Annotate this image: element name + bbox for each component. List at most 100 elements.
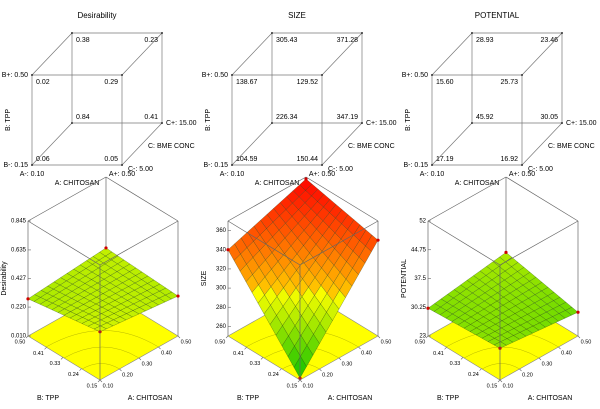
y-tick-label: 0.15	[87, 383, 98, 389]
cube-value: 25.73	[500, 79, 518, 86]
x-tick-label: 0.10	[103, 383, 114, 389]
x-tick	[499, 379, 503, 383]
box-edge	[299, 220, 379, 266]
y-tick-label: 0.41	[33, 351, 44, 357]
y-high-label: B+: 0.50	[2, 72, 28, 79]
x-tick	[119, 368, 122, 372]
x-tick	[358, 346, 361, 350]
cube-edge	[431, 122, 473, 166]
x-tick	[99, 379, 103, 383]
x-high-label: A+: 0.50	[309, 171, 335, 178]
x-tick	[138, 357, 142, 361]
cube-point	[361, 122, 363, 124]
z-low-label: C-: 5.00	[328, 166, 353, 173]
cube-point	[471, 32, 473, 34]
y-tick-label: 0.50	[215, 339, 226, 345]
box-edge	[99, 220, 179, 266]
cube-value: 371.28	[337, 37, 359, 44]
cube-value: 16.92	[500, 156, 518, 163]
x-axis-label: A: CHITOSAN	[455, 180, 500, 187]
x-low-label: A-: 0.10	[420, 171, 445, 178]
cube-value: 0.41	[144, 114, 158, 121]
x-tick-label: 0.40	[361, 350, 372, 356]
y-high-label: B+: 0.50	[202, 72, 228, 79]
cube-point	[431, 74, 433, 76]
y-tick-label: 0.33	[50, 361, 61, 367]
cube-edge	[321, 32, 363, 76]
z-tick-label: 360	[216, 228, 227, 234]
y-axis-label: B: TPP	[237, 395, 259, 402]
cube-point	[71, 122, 73, 124]
cube-point	[71, 32, 73, 34]
z-high-label: C+: 15.00	[566, 120, 597, 127]
box-edge	[27, 176, 107, 222]
z-high-label: C+: 15.00	[166, 120, 197, 127]
x-tick-label: 0.50	[581, 339, 592, 345]
z-tick-label: 23	[419, 334, 426, 340]
y-tick	[44, 347, 47, 350]
z-tick-label: 30.25	[411, 305, 427, 311]
surface-point	[226, 248, 230, 252]
z-tick-label: 280	[216, 305, 227, 311]
surface-point	[304, 177, 308, 181]
surface-point	[504, 250, 508, 254]
x-high-label: A+: 0.50	[109, 171, 135, 178]
x-tick-label: 0.10	[503, 383, 514, 389]
cube-value: 28.93	[476, 37, 494, 44]
cube-edge	[231, 32, 273, 76]
z-tick-label: 0.220	[11, 305, 27, 311]
x-tick	[538, 357, 542, 361]
z-low-label: C-: 5.00	[128, 166, 153, 173]
cube-value: 0.23	[144, 37, 158, 44]
cube-point	[121, 74, 123, 76]
x-tick-label: 0.50	[381, 339, 392, 345]
z-axis-label: C: BME CONC	[548, 143, 595, 150]
box-edge	[505, 176, 579, 222]
cube-value: 45.92	[476, 114, 494, 121]
y-tick-label: 0.24	[68, 372, 79, 378]
cube-point	[521, 164, 523, 166]
y-tick-label: 0.33	[250, 361, 261, 367]
cube-edge	[521, 122, 563, 166]
z-axis-label: Desirability	[1, 261, 8, 296]
x-tick	[519, 368, 522, 372]
cube-value: 15.60	[436, 79, 454, 86]
x-tick	[299, 379, 303, 383]
cube-point	[321, 164, 323, 166]
cube-title: SIZE	[288, 11, 306, 20]
box-edge	[227, 176, 307, 222]
cube-edge	[231, 122, 273, 166]
y-tick	[460, 357, 464, 360]
response-surface	[27, 247, 179, 332]
z-tick-label: 52	[419, 219, 426, 225]
y-low-label: B-: 0.15	[3, 162, 28, 169]
surface-point	[426, 306, 430, 310]
box-edge	[105, 176, 179, 222]
y-tick-label: 0.15	[287, 383, 298, 389]
x-tick-label: 0.20	[322, 372, 333, 378]
z-tick-label: 260	[216, 324, 227, 330]
x-tick	[158, 346, 161, 350]
cube-value: 226.34	[276, 114, 298, 121]
x-tick-label: 0.30	[542, 361, 553, 367]
surface-point	[176, 294, 180, 298]
surface-point	[376, 238, 380, 242]
cube-point	[431, 164, 433, 166]
cube-point	[271, 122, 273, 124]
cube-edge	[431, 32, 473, 76]
box-edge	[427, 220, 501, 266]
x-tick	[377, 335, 381, 339]
x-tick	[558, 346, 561, 350]
z-tick-label: 340	[216, 247, 227, 253]
cube-value: 0.06	[36, 156, 50, 163]
base-contour	[481, 363, 520, 370]
x-tick	[319, 368, 322, 372]
z-axis-label: SIZE	[201, 270, 208, 286]
y-tick-label: 0.24	[468, 372, 479, 378]
y-axis-label: B: TPP	[205, 109, 212, 131]
box-edge	[499, 220, 579, 266]
x-tick-label: 0.30	[142, 361, 153, 367]
z-low-label: C-: 5.00	[528, 166, 553, 173]
y-tick-label: 0.15	[487, 383, 498, 389]
box-edge	[427, 176, 507, 222]
